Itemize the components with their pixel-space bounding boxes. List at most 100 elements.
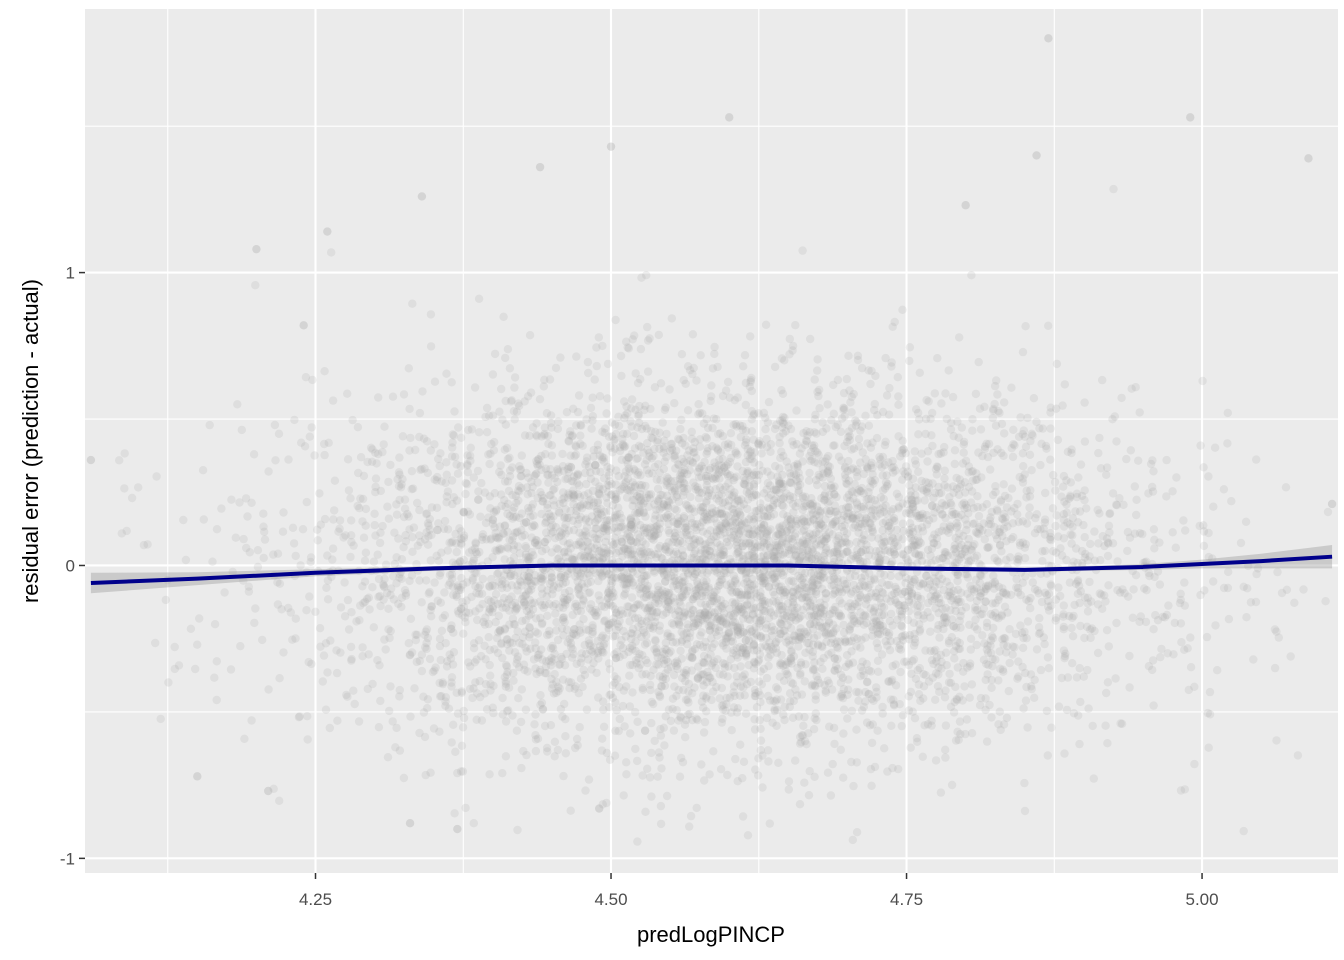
scatter-point xyxy=(318,677,327,686)
scatter-point xyxy=(930,530,939,539)
scatter-point xyxy=(980,587,989,596)
scatter-point xyxy=(239,534,248,544)
scatter-point xyxy=(1123,546,1132,556)
scatter-point xyxy=(687,504,697,513)
scatter-point xyxy=(997,610,1007,619)
scatter-point xyxy=(818,464,827,474)
scatter-point xyxy=(731,754,740,764)
scatter-point xyxy=(780,356,789,365)
scatter-point xyxy=(531,746,541,756)
scatter-point xyxy=(677,654,686,663)
scatter-point xyxy=(410,684,419,693)
scatter-point xyxy=(316,642,325,651)
scatter-point xyxy=(602,748,612,758)
scatter-point xyxy=(365,605,374,614)
scatter-point xyxy=(286,608,295,617)
scatter-point xyxy=(880,441,890,450)
scatter-point xyxy=(1199,527,1209,536)
scatter-point xyxy=(830,574,839,584)
scatter-point xyxy=(342,690,351,700)
scatter-point xyxy=(859,557,868,566)
scatter-point xyxy=(672,691,681,701)
scatter-point xyxy=(688,330,698,339)
scatter-point xyxy=(411,636,420,645)
scatter-point xyxy=(651,635,660,645)
scatter-point xyxy=(586,577,595,586)
scatter-point xyxy=(790,461,799,471)
scatter-point xyxy=(669,670,679,680)
scatter-point xyxy=(683,406,693,415)
scatter-point xyxy=(763,746,773,755)
scatter-point xyxy=(755,569,764,578)
scatter-point xyxy=(660,405,670,415)
scatter-point xyxy=(777,386,786,395)
scatter-point xyxy=(898,449,907,458)
scatter-point xyxy=(799,721,808,730)
scatter-point xyxy=(1068,632,1078,641)
scatter-point xyxy=(609,541,618,550)
scatter-point xyxy=(805,767,814,776)
scatter-point xyxy=(620,442,630,451)
scatter-point xyxy=(383,753,393,762)
scatter-point xyxy=(855,590,865,600)
scatter-point xyxy=(659,565,668,575)
scatter-point xyxy=(625,532,634,541)
scatter-point xyxy=(418,387,427,396)
scatter-point xyxy=(953,585,963,594)
scatter-point xyxy=(598,734,607,743)
scatter-point xyxy=(756,552,766,561)
scatter-point xyxy=(898,534,907,544)
scatter-point xyxy=(572,352,581,361)
scatter-point xyxy=(430,666,439,675)
scatter-point xyxy=(512,407,522,416)
scatter-point xyxy=(740,517,749,526)
scatter-point xyxy=(634,653,643,663)
scatter-point xyxy=(677,627,686,637)
scatter-point xyxy=(407,648,417,657)
scatter-point xyxy=(724,479,733,488)
scatter-point xyxy=(289,539,299,548)
scatter-point xyxy=(392,510,402,519)
scatter-point xyxy=(529,511,538,520)
scatter-point xyxy=(623,602,632,611)
scatter-point xyxy=(749,554,758,563)
scatter-point xyxy=(1162,455,1171,465)
scatter-point xyxy=(673,664,682,674)
scatter-point xyxy=(674,685,683,695)
scatter-point xyxy=(753,541,762,550)
scatter-point xyxy=(932,470,941,479)
scatter-point xyxy=(676,517,685,526)
scatter-point xyxy=(555,660,565,669)
scatter-point xyxy=(1007,383,1016,392)
scatter-point xyxy=(454,423,463,432)
scatter-point xyxy=(960,544,970,554)
scatter-point xyxy=(657,764,666,773)
scatter-point xyxy=(808,602,817,611)
scatter-point xyxy=(677,415,686,425)
scatter-point xyxy=(505,646,514,655)
scatter-point xyxy=(994,582,1004,591)
scatter-point xyxy=(588,529,597,539)
scatter-point xyxy=(645,531,654,540)
scatter-point xyxy=(627,517,637,526)
scatter-point xyxy=(882,481,892,491)
scatter-point xyxy=(1239,582,1248,591)
scatter-point xyxy=(453,469,463,478)
scatter-point xyxy=(813,631,822,640)
scatter-point xyxy=(895,644,904,653)
scatter-point xyxy=(1018,430,1027,439)
scatter-point xyxy=(508,638,517,648)
scatter-point xyxy=(435,678,444,688)
scatter-point xyxy=(1204,528,1213,538)
scatter-point xyxy=(959,448,968,457)
scatter-point xyxy=(943,591,952,600)
scatter-point xyxy=(843,480,852,489)
scatter-point xyxy=(664,538,673,547)
scatter-point xyxy=(1323,507,1333,517)
scatter-point xyxy=(732,472,741,481)
scatter-point xyxy=(574,515,584,524)
scatter-point xyxy=(654,599,663,608)
scatter-point xyxy=(598,427,607,436)
scatter-point xyxy=(961,729,970,739)
scatter-point xyxy=(515,549,524,558)
